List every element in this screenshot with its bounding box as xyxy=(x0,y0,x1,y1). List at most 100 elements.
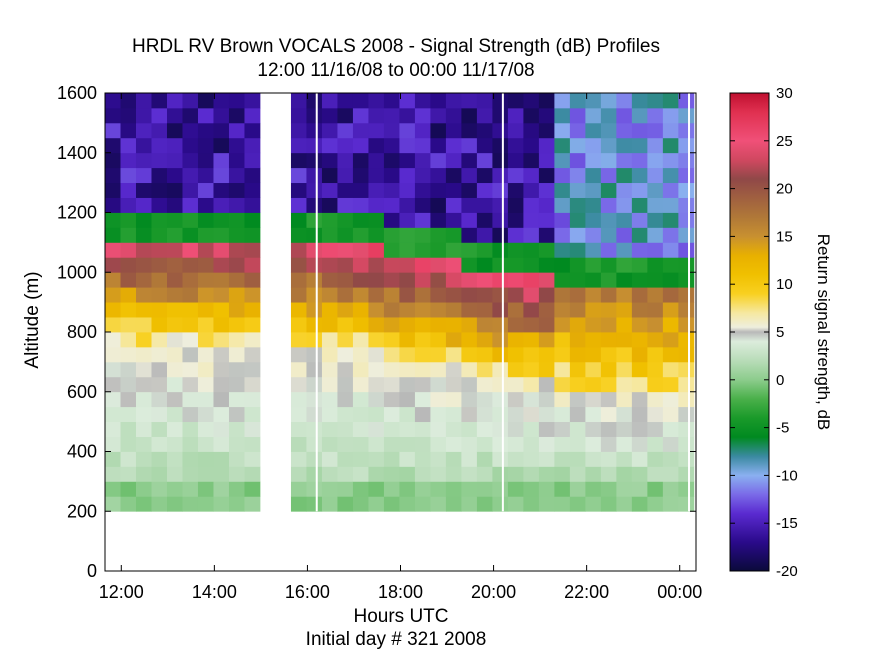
heatmap-cell xyxy=(228,466,245,482)
heatmap-cell xyxy=(368,466,385,482)
heatmap-cell xyxy=(244,272,261,288)
heatmap-cell xyxy=(197,406,214,423)
heatmap-cell xyxy=(492,122,509,139)
heatmap-cell xyxy=(523,466,540,482)
heatmap-cell xyxy=(662,466,679,482)
heatmap-cell xyxy=(120,182,137,198)
heatmap-cell xyxy=(523,93,540,109)
heatmap-cell xyxy=(492,152,509,169)
heatmap-cell xyxy=(631,361,648,378)
heatmap-cell xyxy=(647,317,664,333)
heatmap-cell xyxy=(399,242,416,258)
heatmap-cell xyxy=(105,272,121,288)
heatmap-cell xyxy=(368,361,385,378)
heatmap-cell xyxy=(585,332,602,348)
heatmap-cell xyxy=(213,361,230,378)
heatmap-cell xyxy=(399,152,416,169)
heatmap-cell xyxy=(321,242,338,258)
heatmap-cell xyxy=(306,107,323,124)
heatmap-cell xyxy=(600,227,617,243)
heatmap-cell xyxy=(197,257,214,273)
heatmap-cell xyxy=(662,137,679,154)
heatmap-cell xyxy=(352,93,369,109)
heatmap-cell xyxy=(290,391,307,408)
heatmap-cell xyxy=(585,137,602,154)
heatmap-cell xyxy=(383,391,400,408)
heatmap-cell xyxy=(166,257,183,273)
heatmap-cell xyxy=(600,122,617,139)
heatmap-cell xyxy=(445,332,462,348)
heatmap-cell xyxy=(321,302,338,318)
heatmap-cell xyxy=(662,107,679,124)
heatmap-cell xyxy=(306,272,323,288)
heatmap-cell xyxy=(523,137,540,154)
heatmap-cell xyxy=(631,496,648,512)
heatmap-cell xyxy=(120,466,137,482)
heatmap-cell xyxy=(430,391,447,408)
heatmap-cell xyxy=(244,346,261,363)
heatmap-cell xyxy=(538,406,555,423)
y-tick-label: 200 xyxy=(67,501,97,521)
heatmap-cell xyxy=(662,346,679,363)
heatmap-cell xyxy=(616,496,633,512)
heatmap-cell xyxy=(678,167,695,184)
heatmap-cell xyxy=(368,421,385,437)
heatmap-cell xyxy=(399,361,416,378)
heatmap-cell xyxy=(616,182,633,198)
heatmap-cell xyxy=(166,137,183,154)
heatmap-cell xyxy=(492,332,509,348)
heatmap-cell xyxy=(647,272,664,288)
heatmap-cell xyxy=(430,436,447,452)
heatmap-cell xyxy=(105,406,121,423)
heatmap-cell xyxy=(306,302,323,318)
heatmap-cell xyxy=(166,451,183,467)
heatmap-cell xyxy=(151,481,168,497)
heatmap-cell xyxy=(399,436,416,452)
heatmap-cell xyxy=(616,406,633,423)
heatmap-cell xyxy=(306,317,323,333)
heatmap-cell xyxy=(182,466,199,482)
heatmap-cell xyxy=(647,197,664,213)
heatmap-cell xyxy=(151,272,168,288)
heatmap-cell xyxy=(306,182,323,198)
heatmap-cell xyxy=(616,391,633,408)
heatmap-cell xyxy=(135,137,152,154)
heatmap-cell xyxy=(321,197,338,213)
heatmap-cell xyxy=(538,466,555,482)
heatmap-cell xyxy=(492,212,509,228)
heatmap-cell xyxy=(368,376,385,393)
heatmap-cell xyxy=(538,287,555,303)
heatmap-cell xyxy=(662,332,679,348)
heatmap-cell xyxy=(383,182,400,198)
heatmap-cell xyxy=(430,257,447,273)
heatmap-cell xyxy=(523,182,540,198)
heatmap-cell xyxy=(306,227,323,243)
heatmap-cell xyxy=(569,466,586,482)
heatmap-cell xyxy=(647,406,664,423)
heatmap-cell xyxy=(507,182,524,198)
heatmap-cell xyxy=(182,212,199,228)
heatmap-cell xyxy=(337,257,354,273)
heatmap-cell xyxy=(368,496,385,512)
heatmap-cell xyxy=(290,212,307,228)
heatmap-cell xyxy=(678,212,695,228)
heatmap-cell xyxy=(244,137,261,154)
heatmap-cell xyxy=(678,451,695,467)
heatmap-cell xyxy=(600,167,617,184)
heatmap-cell xyxy=(585,481,602,497)
heatmap-cell xyxy=(352,466,369,482)
heatmap-cell xyxy=(399,227,416,243)
heatmap-cell xyxy=(647,93,664,109)
heatmap-cell xyxy=(290,436,307,452)
heatmap-cell xyxy=(197,287,214,303)
heatmap-cell xyxy=(213,227,230,243)
heatmap-cell xyxy=(166,436,183,452)
heatmap-cell xyxy=(166,167,183,184)
heatmap-cell xyxy=(445,257,462,273)
heatmap-cell xyxy=(476,182,493,198)
y-axis: 0 200 400 600 800 1000 1200 1400 1600 xyxy=(57,83,696,581)
colorbar-ticks: -20 -15 -10 -5 0 5 10 15 20 25 30 xyxy=(730,85,798,580)
heatmap-cell xyxy=(492,421,509,437)
heatmap-cell xyxy=(662,272,679,288)
heatmap-cell xyxy=(554,391,571,408)
